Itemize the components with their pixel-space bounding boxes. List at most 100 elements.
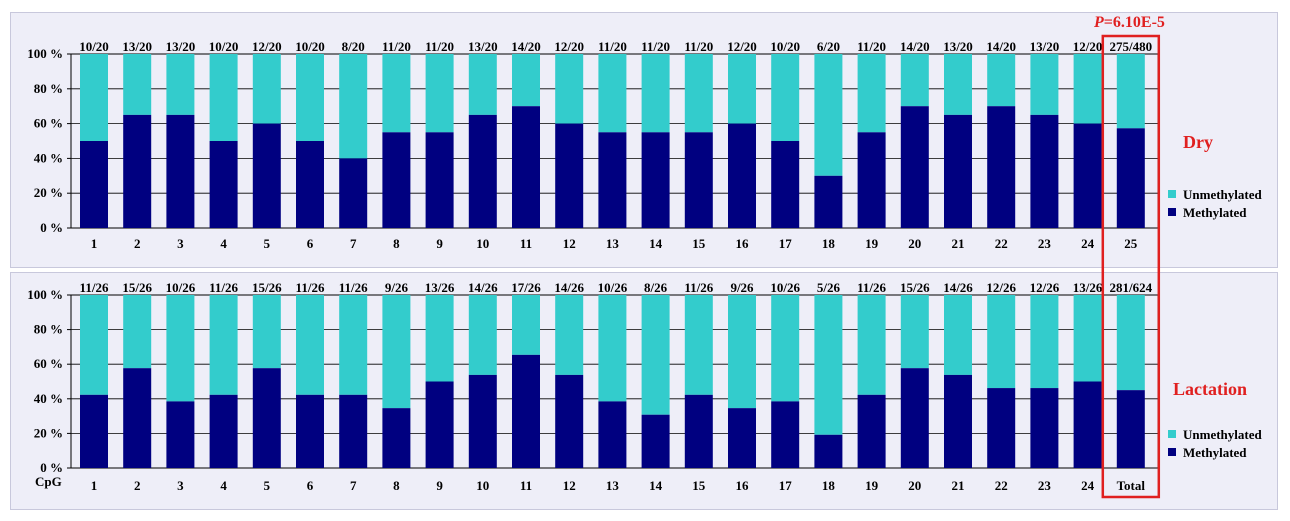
- lactation-bar-methylated: [80, 394, 108, 468]
- dry-x-tick-label: 1: [91, 236, 98, 251]
- lactation-fraction-label: 12/26: [986, 280, 1016, 295]
- lactation-x-tick-label: 6: [307, 478, 314, 493]
- lactation-fraction-label: 10/26: [598, 280, 628, 295]
- dry-bar-unmethylated: [641, 54, 670, 133]
- dry-x-tick-label: 24: [1081, 236, 1095, 251]
- lactation-fraction-label: 281/624: [1109, 280, 1152, 295]
- dry-fraction-label: 11/20: [382, 39, 411, 54]
- dry-bar-methylated: [684, 132, 713, 228]
- lactation-y-tick-label: 60 %: [34, 356, 63, 371]
- dry-bar-unmethylated: [123, 54, 152, 115]
- dry-x-tick-label: 17: [779, 236, 793, 251]
- lactation-bar-methylated: [1116, 390, 1145, 468]
- dry-bar-unmethylated: [814, 54, 843, 176]
- dry-fraction-label: 8/20: [342, 39, 365, 54]
- lactation-x-tick-label: 12: [563, 478, 576, 493]
- dry-bar-methylated: [252, 123, 281, 228]
- dry-bar-methylated: [1116, 128, 1145, 228]
- dry-x-tick-label: 6: [307, 236, 314, 251]
- dry-fraction-label: 10/20: [770, 39, 800, 54]
- lactation-bar-methylated: [814, 434, 843, 468]
- dry-bar-unmethylated: [382, 54, 411, 133]
- lactation-bar-methylated: [468, 374, 497, 468]
- lactation-fraction-label: 11/26: [339, 280, 368, 295]
- lactation-x-tick-label: 15: [692, 478, 706, 493]
- lactation-bar-methylated: [123, 368, 152, 468]
- dry-bar-unmethylated: [252, 54, 281, 124]
- dry-fraction-label: 11/20: [684, 39, 713, 54]
- dry-fraction-label: 10/20: [295, 39, 325, 54]
- dry-bar-unmethylated: [944, 54, 972, 115]
- dry-legend-methylated: Methylated: [1183, 205, 1247, 220]
- lactation-bar-unmethylated: [1030, 295, 1059, 389]
- lactation-bar-unmethylated: [382, 295, 411, 409]
- lactation-x-tick-label: 18: [822, 478, 836, 493]
- dry-x-tick-label: 7: [350, 236, 357, 251]
- dry-bar-methylated: [641, 132, 670, 228]
- lactation-bar-methylated: [1030, 388, 1059, 468]
- dry-fraction-label: 11/20: [425, 39, 454, 54]
- lactation-x-tick-label: 16: [736, 478, 750, 493]
- dry-bar-unmethylated: [857, 54, 886, 133]
- x-axis-label: CpG: [35, 474, 62, 489]
- dry-x-tick-label: 3: [177, 236, 184, 251]
- dry-bar-unmethylated: [771, 54, 800, 141]
- dry-bar-methylated: [296, 141, 324, 228]
- lactation-bar-methylated: [987, 388, 1016, 468]
- lactation-fraction-label: 11/26: [857, 280, 886, 295]
- dry-y-tick-label: 20 %: [34, 185, 63, 200]
- lactation-bar-methylated: [252, 368, 281, 468]
- dry-x-tick-label: 19: [865, 236, 879, 251]
- lactation-fraction-label: 12/26: [1030, 280, 1060, 295]
- dry-x-tick-label: 14: [649, 236, 663, 251]
- dry-y-tick-label: 100 %: [27, 46, 63, 61]
- lactation-x-tick-label: 5: [264, 478, 271, 493]
- dry-bar-methylated: [123, 114, 152, 228]
- lactation-fraction-label: 14/26: [554, 280, 584, 295]
- lactation-x-tick-label: 13: [606, 478, 620, 493]
- lactation-y-tick-label: 0 %: [40, 460, 63, 475]
- lactation-bar-methylated: [900, 368, 929, 468]
- lactation-x-tick-label: 8: [393, 478, 400, 493]
- dry-x-tick-label: 2: [134, 236, 141, 251]
- dry-x-tick-label: 12: [563, 236, 576, 251]
- dry-bar-unmethylated: [339, 54, 368, 159]
- lactation-bar-methylated: [209, 394, 238, 468]
- lactation-x-tick-label: 19: [865, 478, 879, 493]
- dry-fraction-label: 14/20: [900, 39, 930, 54]
- lactation-fraction-label: 13/26: [425, 280, 455, 295]
- lactation-bar-methylated: [339, 394, 368, 468]
- lactation-bar-unmethylated: [641, 295, 670, 415]
- lactation-fraction-label: 10/26: [770, 280, 800, 295]
- dry-x-tick-label: 25: [1124, 236, 1138, 251]
- dry-bar-methylated: [900, 106, 929, 228]
- group-label-dry: Dry: [1183, 132, 1213, 152]
- p-value-label: P=6.10E-5: [1093, 14, 1165, 31]
- lactation-bar-unmethylated: [339, 295, 368, 395]
- lactation-bar-unmethylated: [944, 295, 972, 375]
- lactation-y-tick-label: 20 %: [34, 425, 63, 440]
- lactation-x-tick-label: 14: [649, 478, 663, 493]
- lactation-fraction-label: 17/26: [511, 280, 541, 295]
- lactation-legend-swatch-unmethylated: [1168, 430, 1176, 438]
- dry-bar-methylated: [987, 106, 1016, 228]
- lactation-bar-methylated: [382, 408, 411, 468]
- dry-fraction-label: 14/20: [986, 39, 1016, 54]
- dry-bar-methylated: [512, 106, 540, 228]
- dry-fraction-label: 14/20: [511, 39, 541, 54]
- lactation-y-tick-label: 40 %: [34, 391, 63, 406]
- lactation-bar-unmethylated: [684, 295, 713, 395]
- lactation-bar-methylated: [684, 394, 713, 468]
- lactation-fraction-label: 10/26: [166, 280, 196, 295]
- lactation-bar-unmethylated: [555, 295, 584, 375]
- dry-fraction-label: 12/20: [727, 39, 757, 54]
- lactation-fraction-label: 13/26: [1073, 280, 1103, 295]
- dry-bar-unmethylated: [1030, 54, 1059, 115]
- lactation-fraction-label: 11/26: [209, 280, 238, 295]
- lactation-bar-methylated: [771, 401, 800, 468]
- dry-bar-methylated: [468, 114, 497, 228]
- lactation-bar-unmethylated: [857, 295, 886, 395]
- dry-bar-unmethylated: [598, 54, 627, 133]
- dry-bar-methylated: [339, 158, 368, 228]
- group-label-lactation: Lactation: [1173, 379, 1247, 399]
